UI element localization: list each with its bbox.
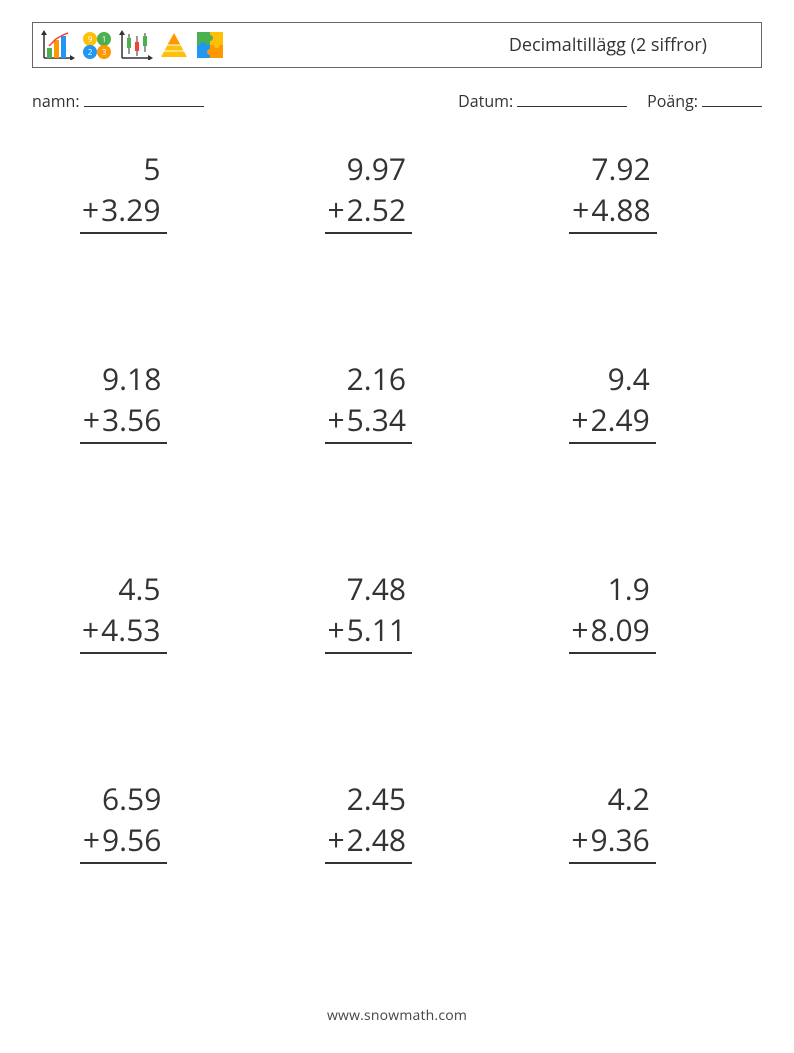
problem-grid: 5+3.299.97+2.527.92+4.889.18+3.562.16+5.…	[60, 145, 734, 955]
date-blank[interactable]	[517, 93, 627, 107]
problem-top-value: 7.92	[569, 149, 656, 190]
problem-bottom-value: +8.09	[569, 610, 656, 655]
score-label: Poäng:	[647, 90, 698, 112]
problem-12: 4.2+9.36	[549, 775, 734, 955]
problem-bottom-value: +2.48	[325, 820, 412, 865]
problem-11: 2.45+2.48	[305, 775, 490, 955]
svg-text:3: 3	[102, 47, 107, 58]
problem-bottom-value: +9.56	[80, 820, 167, 865]
problem-9: 1.9+8.09	[549, 565, 734, 745]
problem-3: 7.92+4.88	[549, 145, 734, 325]
problem-bottom-value: +5.11	[325, 610, 412, 655]
problem-bottom-value: +4.88	[569, 190, 656, 235]
problem-1: 5+3.29	[60, 145, 245, 325]
name-blank[interactable]	[84, 93, 204, 107]
header-icons: 9 1 2 3	[41, 30, 227, 60]
problem-bottom-value: +4.53	[80, 610, 167, 655]
problem-top-value: 5	[80, 149, 167, 190]
problem-bottom-value: +3.56	[80, 400, 167, 445]
problem-bottom-value: +5.34	[325, 400, 412, 445]
problem-top-value: 9.97	[325, 149, 412, 190]
problem-bottom-value: +3.29	[80, 190, 167, 235]
triangle-icon	[159, 30, 189, 60]
score-blank[interactable]	[702, 93, 762, 107]
number-circles-icon: 9 1 2 3	[81, 30, 113, 60]
svg-text:9: 9	[88, 34, 93, 45]
problem-top-value: 9.4	[569, 359, 656, 400]
problem-top-value: 9.18	[80, 359, 167, 400]
problem-bottom-value: +9.36	[569, 820, 656, 865]
problem-top-value: 2.45	[325, 779, 412, 820]
candlestick-icon	[119, 30, 153, 60]
problem-bottom-value: +2.52	[325, 190, 412, 235]
worksheet-title: Decimaltillägg (2 siffror)	[509, 33, 747, 57]
bar-chart-icon	[41, 30, 75, 60]
puzzle-icon	[195, 30, 227, 60]
problem-10: 6.59+9.56	[60, 775, 245, 955]
problem-4: 9.18+3.56	[60, 355, 245, 535]
problem-bottom-value: +2.49	[569, 400, 656, 445]
problem-top-value: 7.48	[325, 569, 412, 610]
problem-top-value: 4.2	[569, 779, 656, 820]
info-row: namn: Datum: Poäng:	[32, 90, 762, 112]
footer-link[interactable]: www.snowmath.com	[0, 1006, 794, 1025]
header-box: 9 1 2 3	[32, 22, 762, 68]
problem-top-value: 6.59	[80, 779, 167, 820]
svg-text:2: 2	[88, 47, 93, 58]
problem-top-value: 4.5	[80, 569, 167, 610]
date-label: Datum:	[458, 90, 513, 112]
problem-5: 2.16+5.34	[305, 355, 490, 535]
problem-7: 4.5+4.53	[60, 565, 245, 745]
problem-2: 9.97+2.52	[305, 145, 490, 325]
svg-text:1: 1	[102, 34, 107, 45]
name-field: namn:	[32, 90, 204, 112]
problem-6: 9.4+2.49	[549, 355, 734, 535]
name-label: namn:	[32, 90, 80, 112]
problem-8: 7.48+5.11	[305, 565, 490, 745]
problem-top-value: 2.16	[325, 359, 412, 400]
problem-top-value: 1.9	[569, 569, 656, 610]
